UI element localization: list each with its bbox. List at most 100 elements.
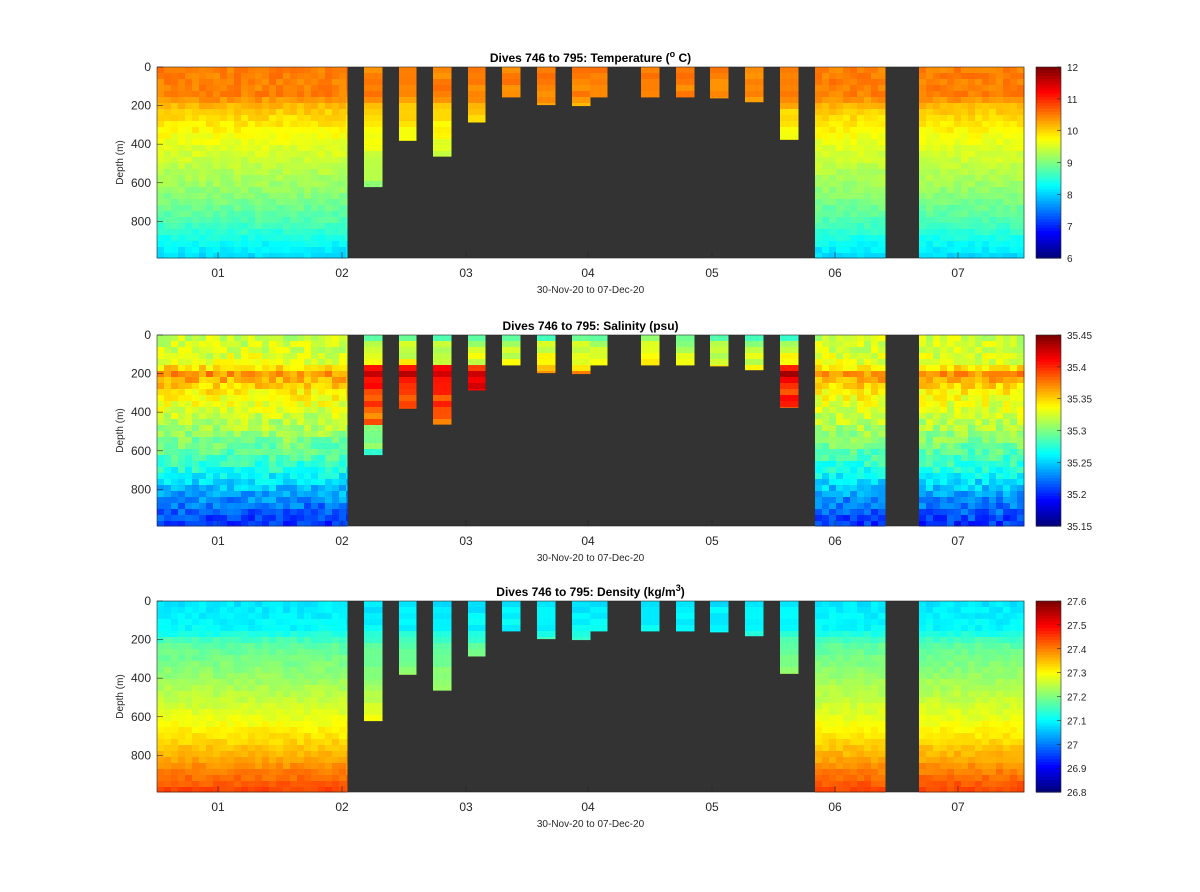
cell xyxy=(1003,169,1011,176)
cell xyxy=(1003,431,1011,438)
cell xyxy=(933,449,941,456)
cell xyxy=(192,503,200,510)
cell xyxy=(339,163,347,170)
cell xyxy=(206,521,214,527)
cell xyxy=(947,395,955,402)
cell xyxy=(276,151,284,158)
cell xyxy=(864,223,872,230)
cell xyxy=(220,157,228,164)
cell xyxy=(815,235,823,242)
cell xyxy=(815,679,823,686)
cell xyxy=(433,121,452,128)
cell xyxy=(178,721,186,728)
cell xyxy=(164,145,172,152)
cell xyxy=(325,721,333,728)
cell xyxy=(836,235,844,242)
cell xyxy=(940,383,948,390)
cell xyxy=(933,467,941,474)
cell xyxy=(919,247,927,254)
cell xyxy=(996,503,1004,510)
y-tick-label: 200 xyxy=(131,99,151,113)
cell xyxy=(996,79,1004,86)
cell xyxy=(297,383,305,390)
cell xyxy=(364,667,383,674)
cell xyxy=(843,509,851,516)
cell xyxy=(311,193,319,200)
cell xyxy=(989,217,997,224)
cell xyxy=(283,739,291,746)
cell xyxy=(871,401,879,408)
cell xyxy=(164,455,172,462)
cell xyxy=(290,169,298,176)
cell xyxy=(269,341,277,348)
cell xyxy=(745,353,764,360)
colorbar-step xyxy=(1036,162,1061,167)
cell xyxy=(996,461,1004,468)
cell xyxy=(199,515,207,522)
cell xyxy=(178,697,186,704)
cell xyxy=(311,437,319,444)
cell xyxy=(241,127,249,134)
cell xyxy=(290,479,298,486)
cell xyxy=(968,139,976,146)
cell xyxy=(227,607,235,614)
cell xyxy=(815,479,823,486)
colorbar-step xyxy=(1036,201,1061,205)
cell xyxy=(968,377,976,384)
cell xyxy=(933,169,941,176)
cell xyxy=(836,241,844,248)
cell xyxy=(262,709,270,716)
cell xyxy=(850,491,858,498)
cell xyxy=(199,151,207,158)
cell xyxy=(248,67,256,74)
cell xyxy=(989,205,997,212)
cell xyxy=(926,109,934,116)
cell xyxy=(178,377,186,384)
cell xyxy=(276,377,284,384)
cell xyxy=(332,491,340,498)
cell xyxy=(248,703,256,710)
cell xyxy=(1017,241,1025,248)
cell xyxy=(304,205,312,212)
cell xyxy=(318,733,326,740)
cell xyxy=(311,479,319,486)
cell xyxy=(318,163,326,170)
cell xyxy=(241,73,249,80)
cell xyxy=(989,341,997,348)
cell xyxy=(332,781,340,788)
colorbar-step xyxy=(1036,195,1061,199)
cell xyxy=(157,193,165,200)
cell xyxy=(815,715,823,722)
cell xyxy=(318,223,326,230)
cell xyxy=(745,67,764,74)
cell xyxy=(297,247,305,254)
cell xyxy=(269,775,277,782)
colorbar-step xyxy=(1036,252,1061,256)
cell xyxy=(843,443,851,450)
cell xyxy=(185,151,193,158)
cell xyxy=(164,509,172,516)
cell xyxy=(933,365,941,372)
cell xyxy=(311,509,319,516)
cell xyxy=(989,407,997,414)
cell xyxy=(171,739,179,746)
cell xyxy=(780,667,799,674)
cell xyxy=(220,625,228,632)
cell xyxy=(919,485,927,492)
cell xyxy=(157,667,165,674)
cell xyxy=(968,121,976,128)
cell xyxy=(269,467,277,474)
cell xyxy=(241,139,249,146)
cell xyxy=(283,787,291,793)
cell xyxy=(836,127,844,134)
cell xyxy=(919,199,927,206)
cell xyxy=(1003,395,1011,402)
cell xyxy=(780,655,799,662)
colorbar-step xyxy=(1036,508,1061,512)
cell xyxy=(822,631,830,638)
cell xyxy=(178,85,186,92)
cell xyxy=(745,79,764,86)
cell xyxy=(676,607,695,614)
cell xyxy=(325,193,333,200)
cell xyxy=(468,103,486,110)
